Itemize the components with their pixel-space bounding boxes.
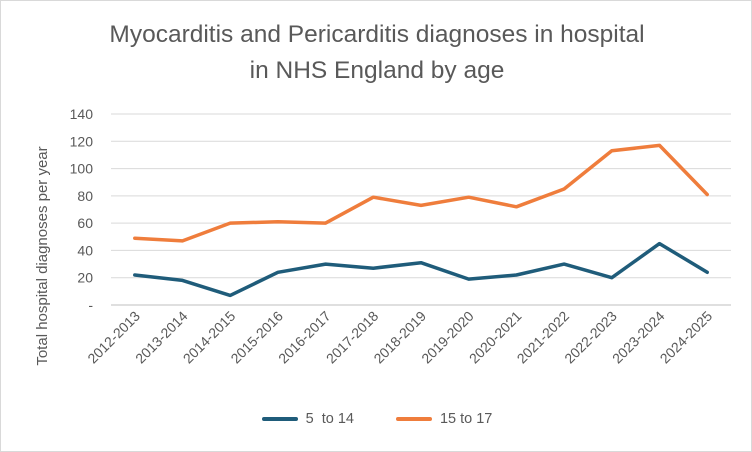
y-axis-title: Total hospital diagnoses per year [34, 146, 51, 365]
legend-label: 15 to 17 [439, 411, 493, 427]
y-tick-label: 120 [70, 133, 94, 149]
legend-label: 5 to 14 [305, 411, 354, 427]
y-tick-label: 80 [77, 188, 93, 204]
y-tick-label: 100 [70, 161, 94, 177]
series-line-2 [133, 143, 709, 243]
series-lines [133, 143, 709, 298]
x-axis-ticks: 2012-20132013-20142014-20152015-20162016… [84, 308, 715, 367]
legend-entry-2: 15 to 17 [395, 411, 493, 427]
series-line-1 [133, 241, 709, 298]
y-tick-label: 60 [77, 215, 93, 231]
legend-swatch [395, 417, 432, 421]
y-tick-label: 20 [77, 270, 93, 286]
legend: 5 to 14 15 to 17 [1, 411, 752, 427]
x-tick-label: 2024-2025 [657, 308, 716, 367]
y-tick-label: 140 [70, 106, 94, 122]
legend-swatch [261, 417, 298, 421]
y-axis-ticks: - 20 40 60 80 100 120 140 [70, 106, 94, 313]
gridlines [111, 113, 731, 306]
y-tick-label: 40 [77, 242, 93, 258]
legend-entry-1: 5 to 14 [261, 411, 354, 427]
chart-title-line-1: Myocarditis and Pericarditis diagnoses i… [109, 21, 645, 48]
y-tick-label: - [88, 297, 93, 313]
chart-title-line-2: in NHS England by age [249, 57, 505, 84]
